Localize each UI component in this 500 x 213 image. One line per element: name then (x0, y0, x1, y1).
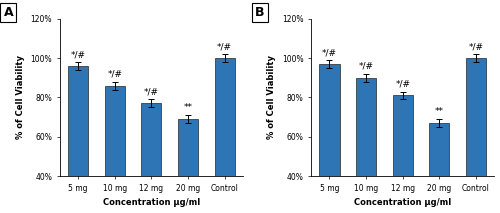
Bar (430, 123, 450, 213)
Text: A: A (4, 6, 13, 19)
Text: */#: */# (468, 42, 483, 51)
Text: */#: */# (144, 88, 159, 96)
Bar (142, 103, 162, 213)
Text: */#: */# (70, 50, 86, 59)
Text: */#: */# (358, 62, 374, 71)
Text: */#: */# (217, 42, 232, 51)
X-axis label: Concentration μg/ml: Concentration μg/ml (103, 199, 200, 207)
Text: B: B (255, 6, 264, 19)
Bar (392, 95, 413, 213)
Text: **: ** (184, 103, 192, 112)
Text: */#: */# (107, 70, 122, 79)
X-axis label: Concentration μg/ml: Concentration μg/ml (354, 199, 452, 207)
Bar (68, 66, 88, 213)
Bar (356, 78, 376, 213)
Bar (466, 58, 486, 213)
Text: */#: */# (395, 80, 410, 89)
Bar (104, 86, 125, 213)
Bar (214, 58, 235, 213)
Bar (320, 64, 340, 213)
Y-axis label: % of Cell Viability: % of Cell Viability (267, 55, 276, 140)
Bar (178, 119, 198, 213)
Text: **: ** (435, 107, 444, 116)
Text: */#: */# (322, 48, 337, 57)
Y-axis label: % of Cell Viability: % of Cell Viability (16, 55, 25, 140)
